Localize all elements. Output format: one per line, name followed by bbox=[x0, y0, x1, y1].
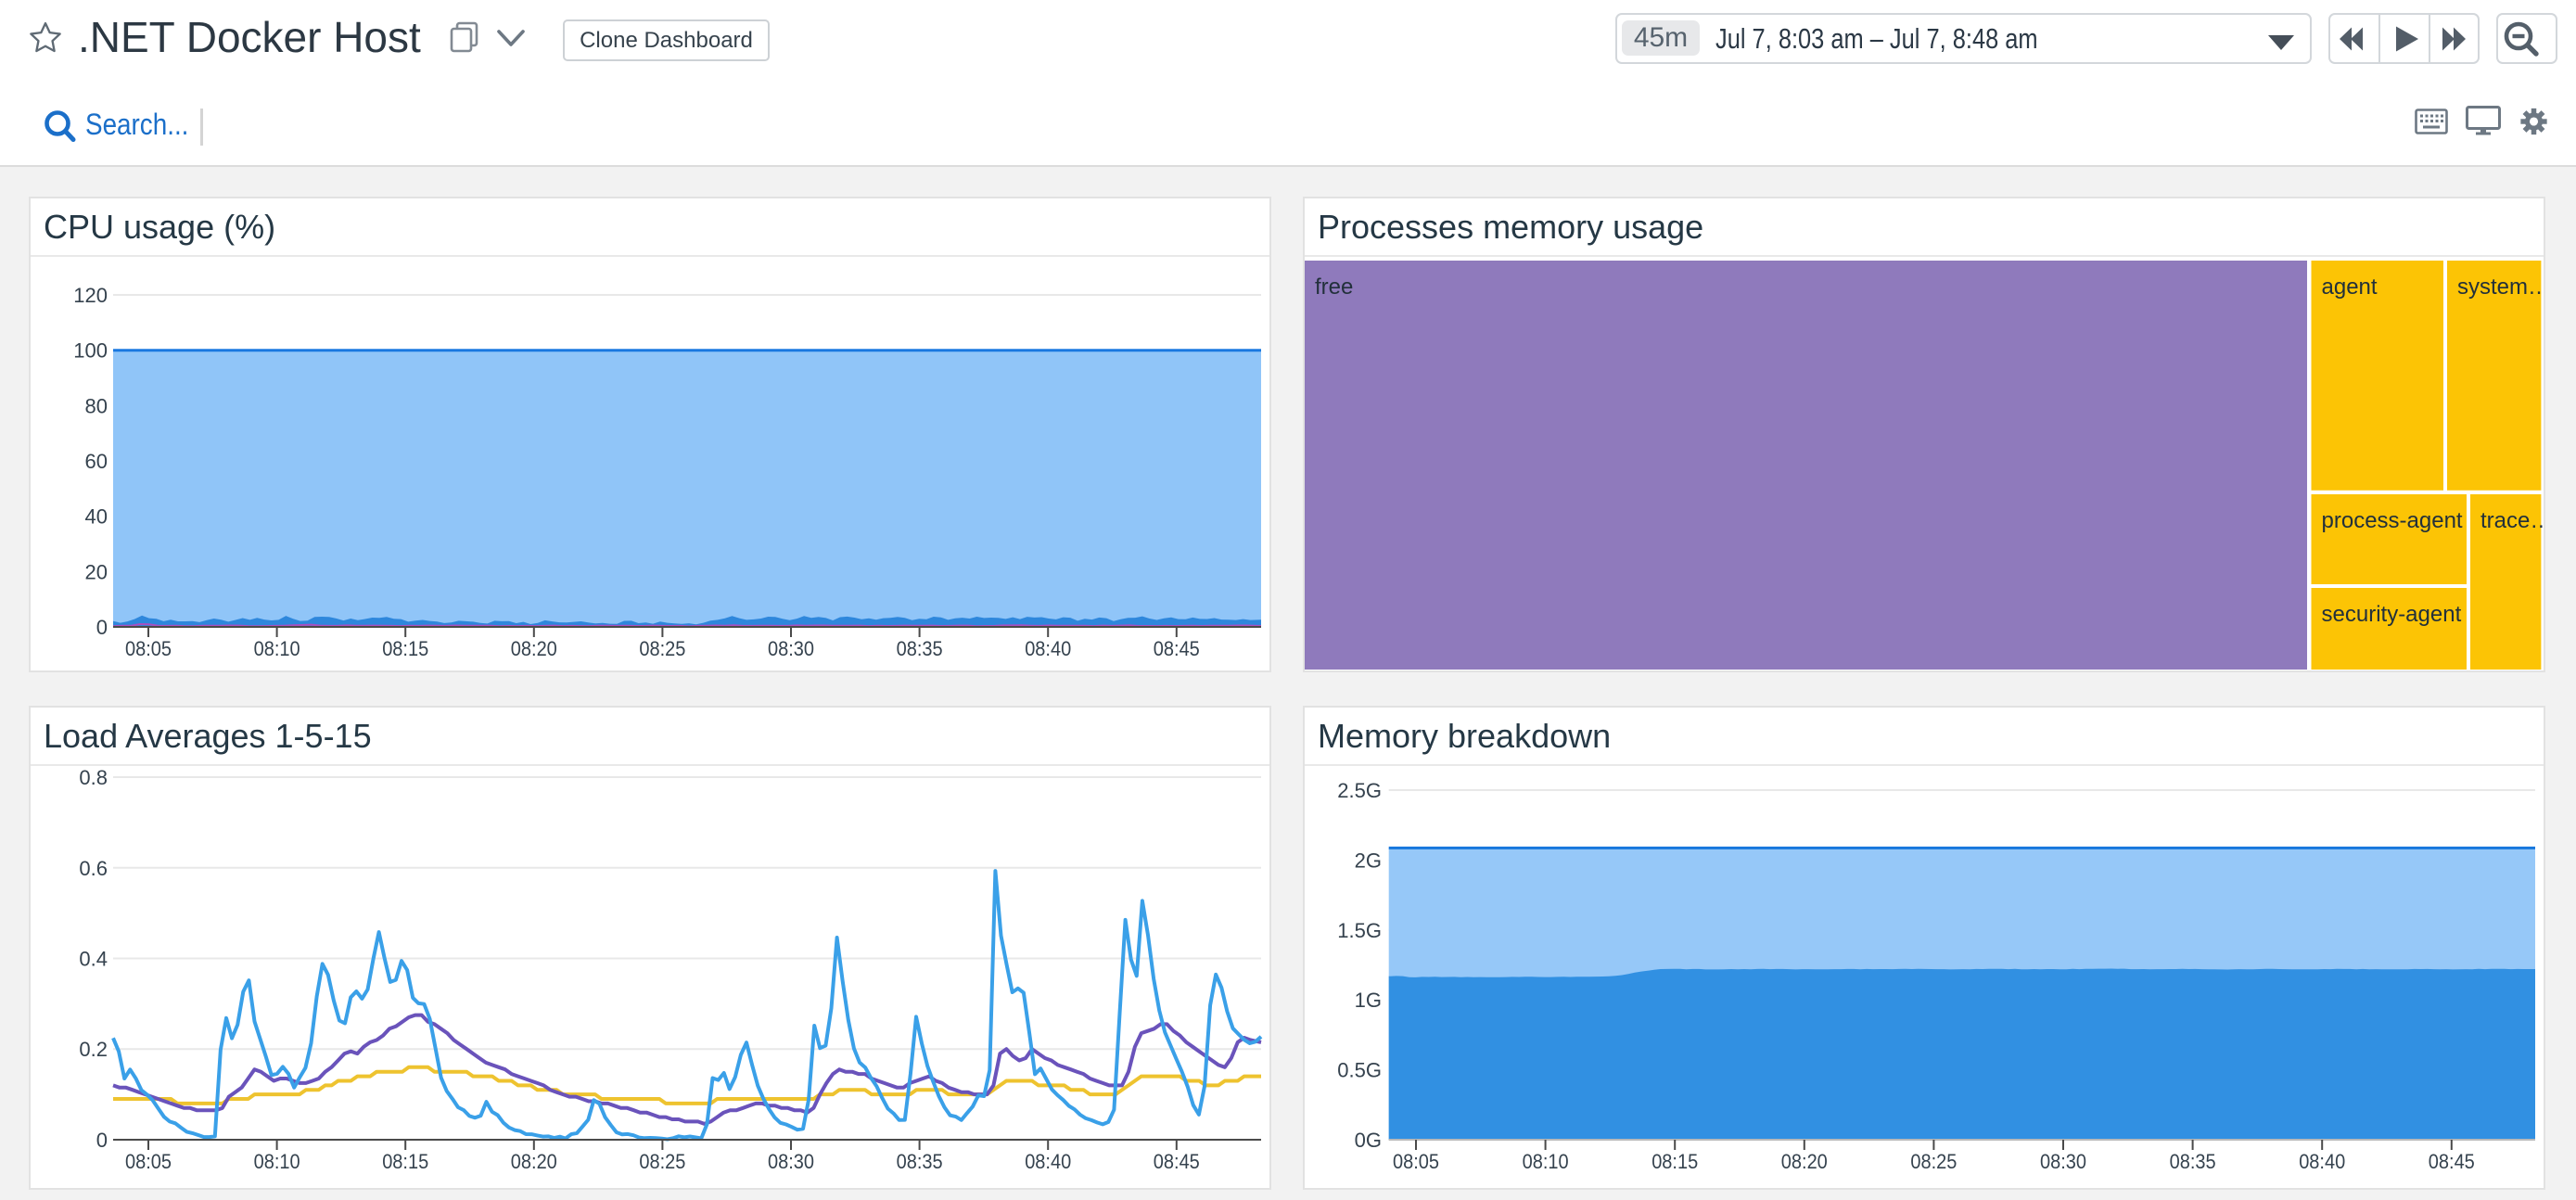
svg-text:60: 60 bbox=[85, 450, 108, 473]
svg-text:trace…: trace… bbox=[2480, 508, 2544, 533]
svg-text:08:10: 08:10 bbox=[1523, 1150, 1569, 1173]
svg-text:80: 80 bbox=[85, 394, 108, 417]
svg-text:08:25: 08:25 bbox=[639, 1150, 685, 1173]
svg-text:0.6: 0.6 bbox=[79, 857, 108, 880]
svg-text:08:45: 08:45 bbox=[1154, 1150, 1200, 1173]
svg-text:120: 120 bbox=[73, 284, 108, 307]
svg-text:security-agent: security-agent bbox=[2322, 602, 2462, 627]
svg-text:0.8: 0.8 bbox=[79, 766, 108, 789]
svg-text:08:30: 08:30 bbox=[2040, 1150, 2086, 1173]
svg-text:free: free bbox=[1315, 274, 1353, 300]
svg-text:system…: system… bbox=[2457, 274, 2544, 300]
svg-text:40: 40 bbox=[85, 505, 108, 529]
svg-text:1.5G: 1.5G bbox=[1337, 919, 1382, 942]
svg-text:2G: 2G bbox=[1355, 849, 1382, 872]
svg-text:08:40: 08:40 bbox=[2299, 1150, 2345, 1173]
svg-text:08:15: 08:15 bbox=[382, 637, 428, 660]
svg-text:process-agent: process-agent bbox=[2322, 508, 2463, 533]
svg-text:08:30: 08:30 bbox=[768, 637, 814, 660]
svg-text:08:20: 08:20 bbox=[511, 637, 557, 660]
svg-text:08:35: 08:35 bbox=[2170, 1150, 2216, 1173]
svg-text:08:35: 08:35 bbox=[897, 637, 943, 660]
svg-text:08:45: 08:45 bbox=[2429, 1150, 2475, 1173]
svg-text:0G: 0G bbox=[1355, 1129, 1382, 1152]
svg-text:1G: 1G bbox=[1355, 989, 1382, 1012]
svg-text:08:40: 08:40 bbox=[1025, 637, 1071, 660]
svg-text:08:15: 08:15 bbox=[1651, 1150, 1698, 1173]
svg-text:08:45: 08:45 bbox=[1154, 637, 1200, 660]
svg-text:08:25: 08:25 bbox=[1910, 1150, 1957, 1173]
svg-text:08:20: 08:20 bbox=[511, 1150, 557, 1173]
svg-text:08:05: 08:05 bbox=[125, 637, 172, 660]
svg-text:08:20: 08:20 bbox=[1781, 1150, 1828, 1173]
svg-text:08:05: 08:05 bbox=[1393, 1150, 1439, 1173]
svg-text:08:35: 08:35 bbox=[897, 1150, 943, 1173]
svg-text:0.5G: 0.5G bbox=[1337, 1059, 1382, 1082]
svg-text:0.2: 0.2 bbox=[79, 1038, 108, 1061]
svg-text:08:30: 08:30 bbox=[768, 1150, 814, 1173]
svg-text:20: 20 bbox=[85, 560, 108, 583]
svg-text:0.4: 0.4 bbox=[79, 948, 108, 971]
svg-text:08:25: 08:25 bbox=[639, 637, 685, 660]
svg-text:08:10: 08:10 bbox=[254, 637, 300, 660]
svg-text:08:15: 08:15 bbox=[382, 1150, 428, 1173]
svg-text:0: 0 bbox=[96, 1129, 108, 1152]
svg-text:08:10: 08:10 bbox=[254, 1150, 300, 1173]
svg-text:08:40: 08:40 bbox=[1025, 1150, 1071, 1173]
svg-text:0: 0 bbox=[96, 616, 108, 639]
svg-text:2.5G: 2.5G bbox=[1337, 779, 1382, 802]
svg-text:08:05: 08:05 bbox=[125, 1150, 172, 1173]
svg-text:100: 100 bbox=[73, 339, 108, 363]
svg-text:agent: agent bbox=[2322, 274, 2378, 300]
